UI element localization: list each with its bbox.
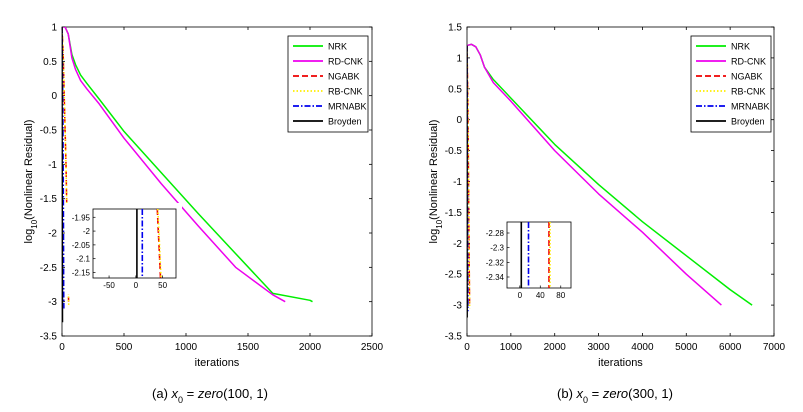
y-tick-label: 0 [456, 115, 462, 126]
legend-label: RD-CNK [328, 57, 363, 67]
series-rd-cnk-line [467, 43, 722, 306]
legend-label: RB-CNK [328, 87, 363, 97]
y-tick-label: -3.5 [40, 332, 58, 343]
y-tick-label: 1 [456, 53, 462, 64]
inset-series-group [136, 209, 162, 278]
y-tick-label: -2 [453, 239, 462, 250]
y-tick-label: -0.5 [445, 146, 463, 157]
inset-x-tick-label: 50 [158, 281, 167, 290]
x-tick-label: 6000 [719, 342, 742, 353]
y-tick-label: 0.5 [448, 84, 462, 95]
y-tick-label: 1.5 [448, 23, 462, 34]
x-tick-label: 2000 [544, 342, 567, 353]
inset-frame [92, 208, 177, 279]
x-tick-label: 1000 [500, 342, 523, 353]
y-tick-label: -2.5 [40, 263, 58, 274]
inset-x-tick-label: 0 [518, 291, 523, 300]
y-tick-label: -3 [48, 297, 57, 308]
y-tick-label: -0.5 [40, 126, 58, 137]
inset-y-tick-label: -2.34 [486, 273, 505, 282]
x-tick-label: 1000 [175, 342, 198, 353]
y-tick-label: 0 [51, 91, 57, 102]
inset-y-tick-label: -2.28 [486, 229, 505, 238]
inset: -50 0 50 -1.95 -2 -2.05 -2.1 -2.15 [65, 203, 182, 294]
inset-y-tick-label: -1.95 [72, 213, 91, 222]
inset-x-tick-label: -50 [103, 281, 115, 290]
y-tick-label: 0.5 [43, 57, 57, 68]
inset-series-group [520, 222, 551, 288]
legend-label: NGABK [731, 72, 763, 82]
inset-y-tick-label: -2 [83, 227, 91, 236]
y-tick-label: -2 [48, 229, 57, 240]
y-tick-label: 1 [51, 23, 57, 34]
y-tick-label: -1 [453, 177, 462, 188]
x-tick-label: 500 [116, 342, 133, 353]
legend-label: MRNABK [731, 102, 770, 112]
x-tick-label: 7000 [763, 342, 786, 353]
y-tick-label: -1.5 [445, 208, 463, 219]
x-tick-label: 5000 [675, 342, 698, 353]
series-rb-cnk-line [467, 45, 471, 309]
y-tick-label: -3.5 [445, 332, 463, 343]
series-rd-cnk-line [62, 27, 286, 303]
y-axis-label: log10(Nonlinear Residual) [428, 120, 444, 244]
x-tick-label: 2500 [361, 342, 384, 353]
x-tick-label: 4000 [631, 342, 654, 353]
legend-label: NRK [731, 42, 750, 52]
inset-y-tick-label: -2.05 [72, 241, 91, 250]
y-tick-label: -1 [48, 160, 57, 171]
x-tick-label: 3000 [587, 342, 610, 353]
inset-x-tick-label: 40 [536, 291, 545, 300]
figure-caption: (a) x0 = zero(100, 1) [152, 386, 268, 405]
inset: 0 40 80 -2.28 -2.3 -2.32 -2.34 [479, 216, 577, 304]
inset-x-tick-label: 0 [134, 281, 139, 290]
legend-box [690, 35, 772, 133]
inset-y-tick-label: -2.15 [72, 268, 91, 277]
x-tick-label: 1500 [237, 342, 260, 353]
x-tick-label: 2000 [299, 342, 322, 353]
legend-label: RB-CNK [731, 87, 766, 97]
legend-label: Broyden [731, 117, 765, 127]
legend: NRK RD-CNK NGABK RB-CNK MRNABK Broyden [287, 35, 369, 133]
series-group [467, 43, 753, 318]
legend-label: MRNABK [328, 102, 367, 112]
legend-box [287, 35, 369, 133]
y-axis-label: log10(Nonlinear Residual) [23, 120, 39, 244]
inset-y-tick-label: -2.3 [490, 244, 504, 253]
chart-panel-b: 0 1000 2000 3000 4000 5000 6000 7000-3.5-3-2.5-… [428, 23, 786, 406]
series-broyden-line [62, 27, 64, 323]
x-axis-label: iterations [598, 357, 643, 369]
y-tick-label: -2.5 [445, 270, 463, 281]
y-tick-label: -3 [453, 301, 462, 312]
inset-x-tick-label: 80 [556, 291, 565, 300]
legend-label: NGABK [328, 72, 360, 82]
x-axis-label: iterations [195, 357, 240, 369]
inset-y-tick-label: -2.32 [486, 258, 505, 267]
legend-label: NRK [328, 42, 347, 52]
legend: NRK RD-CNK NGABK RB-CNK MRNABK Broyden [690, 35, 772, 133]
y-tick-label: -1.5 [40, 194, 58, 205]
x-tick-label: 0 [59, 342, 65, 353]
legend-label: Broyden [328, 117, 362, 127]
chart-panel-a: 0 500 1000 1500 2000 2500-3.5-3-2.5-2-1.5-1-0… [23, 23, 384, 406]
legend-label: RD-CNK [731, 57, 766, 67]
x-tick-label: 0 [464, 342, 470, 353]
inset-frame [506, 221, 572, 289]
inset-series-rb-cnk-line [157, 209, 162, 278]
inset-y-tick-label: -2.1 [76, 255, 90, 264]
figure-caption: (b) x0 = zero(300, 1) [557, 386, 673, 405]
